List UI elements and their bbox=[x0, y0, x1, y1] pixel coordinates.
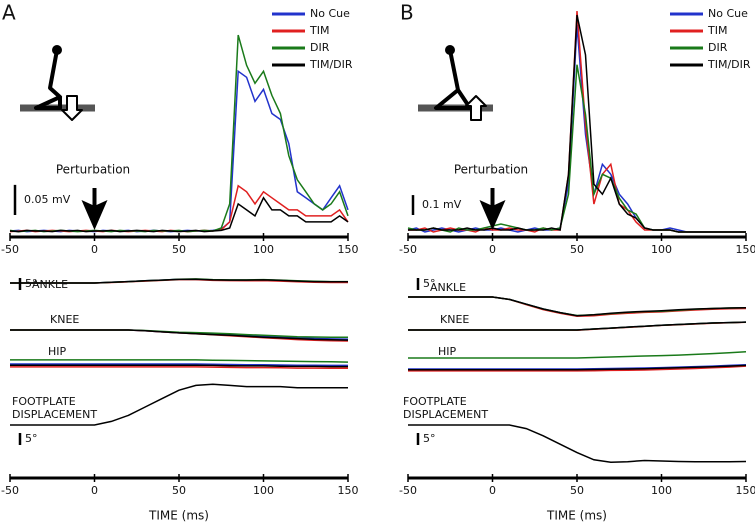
x-tick-label: 0 bbox=[91, 243, 98, 256]
panel-label: A bbox=[2, 1, 16, 25]
scale-bar-label: 0.1 mV bbox=[422, 198, 462, 211]
x-tick-label: 0 bbox=[91, 484, 98, 497]
x-tick-label: 50 bbox=[172, 243, 186, 256]
legend-label: No Cue bbox=[708, 7, 748, 20]
x-tick-label: 100 bbox=[651, 484, 672, 497]
annotation: Perturbation bbox=[454, 163, 528, 177]
angle-trace bbox=[408, 425, 746, 462]
x-axis-label: TIME (ms) bbox=[148, 509, 209, 523]
x-tick-label: 150 bbox=[736, 484, 755, 497]
x-tick-label: 100 bbox=[253, 243, 274, 256]
legend-label: No Cue bbox=[310, 7, 350, 20]
legend-label: TIM bbox=[707, 24, 727, 37]
legend-label: DIR bbox=[310, 41, 330, 54]
x-axis-label: TIME (ms) bbox=[546, 509, 607, 523]
x-tick-label: 0 bbox=[489, 484, 496, 497]
angle-trace bbox=[408, 352, 746, 358]
x-tick-label: 0 bbox=[489, 243, 496, 256]
legend-label: TIM bbox=[309, 24, 329, 37]
posture-icon-a bbox=[20, 47, 95, 120]
x-tick-label: 50 bbox=[570, 484, 584, 497]
scale-bar-label: 5° bbox=[25, 277, 38, 290]
x-tick-label: 150 bbox=[338, 484, 359, 497]
x-tick-label: 50 bbox=[172, 484, 186, 497]
x-tick-label: 100 bbox=[651, 243, 672, 256]
legend-label: TIM/DIR bbox=[309, 58, 353, 71]
scale-bar-label: 5° bbox=[25, 432, 38, 445]
angle-trace bbox=[10, 330, 348, 339]
x-tick-label: 150 bbox=[338, 243, 359, 256]
legend-label: DIR bbox=[708, 41, 728, 54]
posture-icon-b bbox=[418, 47, 493, 120]
trace-label: FOOTPLATE bbox=[12, 395, 76, 408]
scale-bar-label: 5° bbox=[423, 432, 436, 445]
annotation: Perturbation bbox=[56, 163, 130, 177]
x-tick-label: 150 bbox=[736, 243, 755, 256]
trace-label: HIP bbox=[48, 345, 67, 358]
scale-bar-label: 5° bbox=[423, 277, 436, 290]
x-tick-label: 100 bbox=[253, 484, 274, 497]
perturbation-arrow bbox=[82, 188, 108, 230]
trace-label: KNEE bbox=[440, 313, 469, 326]
scale-bar-label: 0.05 mV bbox=[24, 193, 71, 206]
x-tick-label: 50 bbox=[570, 243, 584, 256]
legend-label: TIM/DIR bbox=[707, 58, 751, 71]
trace-label: KNEE bbox=[50, 313, 79, 326]
trace-label: DISPLACEMENT bbox=[403, 408, 488, 421]
x-tick-label: -50 bbox=[1, 484, 19, 497]
panel-label: B bbox=[400, 1, 414, 25]
angle-trace bbox=[10, 360, 348, 362]
trace-label: DISPLACEMENT bbox=[12, 408, 97, 421]
trace-label: HIP bbox=[438, 345, 457, 358]
trace-label: FOOTPLATE bbox=[403, 395, 467, 408]
x-tick-label: -50 bbox=[399, 484, 417, 497]
x-tick-label: -50 bbox=[399, 243, 417, 256]
x-tick-label: -50 bbox=[1, 243, 19, 256]
